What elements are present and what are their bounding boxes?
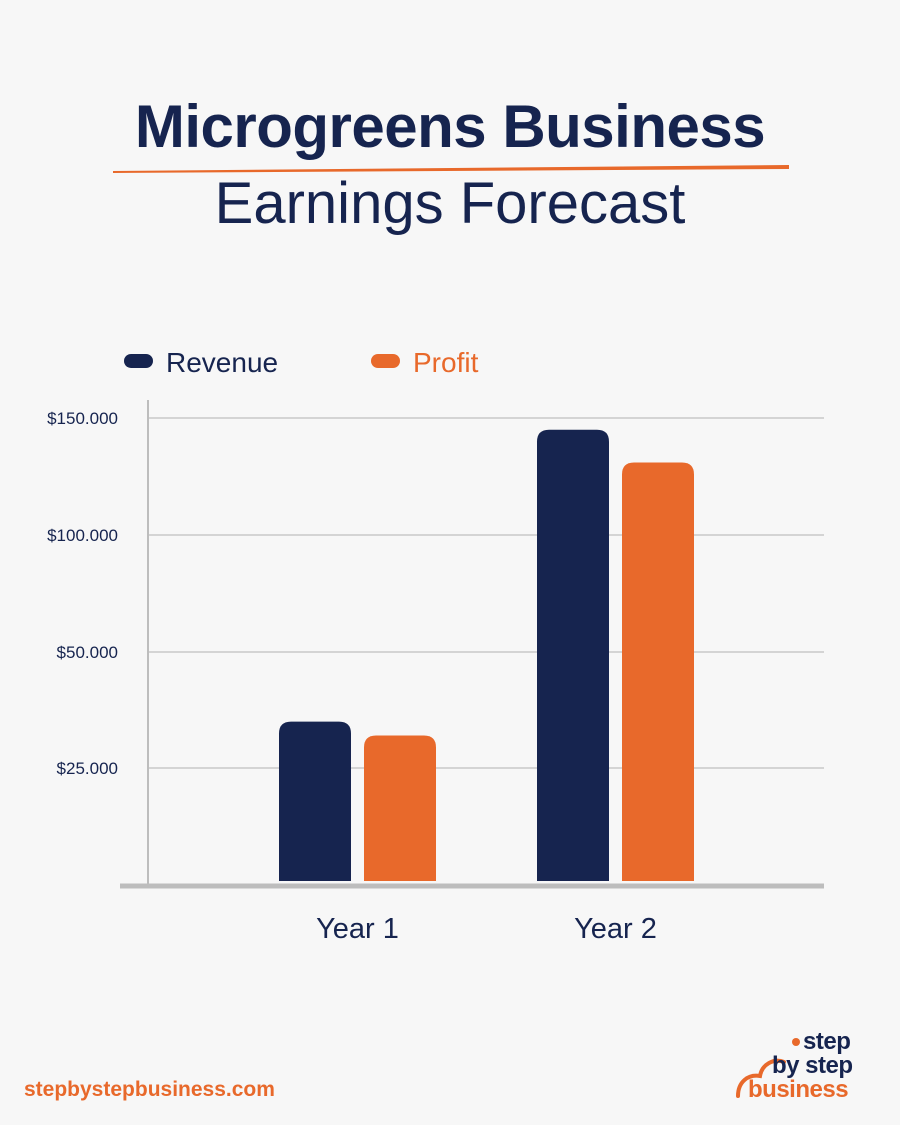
- y-axis-ticks: $25.000 $50.000 $100.000 $150.000: [47, 409, 118, 778]
- y-tick-label: $100.000: [47, 526, 118, 545]
- footer-url[interactable]: stepbystepbusiness.com: [24, 1078, 275, 1101]
- title-underline: [113, 165, 789, 173]
- logo-cloud-icon: [736, 1038, 800, 1098]
- axes: [120, 400, 824, 889]
- logo-word-business: business: [748, 1076, 849, 1103]
- logo-word-step: step: [803, 1028, 851, 1055]
- bar-profit-year-1: [364, 735, 436, 881]
- legend: Revenue Profit: [124, 347, 479, 378]
- legend-label-revenue: Revenue: [166, 347, 278, 378]
- logo-word-bystep: by step: [772, 1052, 853, 1079]
- bar-revenue-year-2: [537, 429, 609, 881]
- x-category-label: Year 2: [574, 913, 657, 945]
- bars: [279, 429, 694, 881]
- y-tick-label: $50.000: [57, 643, 118, 662]
- x-category-label: Year 1: [316, 913, 399, 945]
- bar-profit-year-2: [622, 462, 694, 881]
- bar-revenue-year-1: [279, 721, 351, 881]
- y-tick-label: $25.000: [57, 759, 118, 778]
- legend-swatch-profit: [371, 354, 400, 368]
- legend-label-profit: Profit: [413, 347, 479, 378]
- x-axis-categories: Year 1 Year 2: [316, 913, 657, 945]
- y-tick-label: $150.000: [47, 409, 118, 428]
- legend-swatch-revenue: [124, 354, 153, 368]
- chart-subtitle: Earnings Forecast: [214, 171, 686, 236]
- chart-title: Microgreens Business: [134, 93, 766, 160]
- grid-lines: [148, 417, 824, 769]
- brand-logo: step by step business: [730, 1030, 880, 1110]
